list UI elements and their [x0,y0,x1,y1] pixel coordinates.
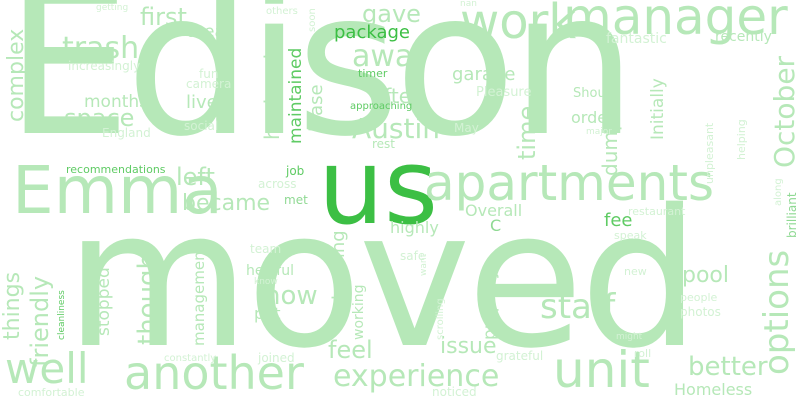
word-comfortable: comfortable [18,386,85,399]
word-manager: manager [563,0,788,46]
word-fantastic: fantastic [606,31,667,47]
word-became: became [182,191,271,216]
word-fee: fee [604,210,633,231]
word-pool: pool [682,263,729,288]
word-put: put [254,304,281,323]
word-better: better [688,352,768,382]
word-training: training [328,230,349,300]
word-c: C [490,216,502,235]
word-away: away [352,39,432,74]
word-people: people [680,291,718,304]
word-months: months [84,92,149,112]
word-often: often [372,84,424,108]
word-helpful: helpful [246,263,294,279]
word-team: team [250,242,282,256]
word-husband: husband [260,53,284,140]
word-grateful: grateful [496,349,544,363]
word-rest: rest [372,137,396,151]
word-constantly: constantly [164,353,217,364]
word-working: working [351,284,367,340]
word-speak: speak [614,229,647,242]
word-soon: soon [307,8,318,32]
word-joined: joined [258,351,295,365]
word-another: another [124,346,304,400]
word-across: across [258,177,297,191]
word-work: work [460,0,577,50]
word-brilliant: brilliant [785,192,799,238]
word-apartments: apartments [424,154,714,212]
word-recently: recently [715,29,772,45]
word-camera: camera [186,77,232,91]
word-though: though [133,252,163,345]
word-moved: moved [65,169,700,390]
word-met: met [284,193,308,207]
word-england: England [102,126,151,140]
word-scrolling: scrolling [435,298,446,340]
word-gave: gave [362,0,421,28]
word-noticed: noticed [432,385,477,399]
word-timer: timer [358,67,388,80]
word-edison: Edison [5,0,637,181]
word-management: management [190,245,208,346]
word-helping: helping [735,119,748,160]
word-unpleasant: unpleasant [703,122,716,184]
word-restaurant: restaurant [628,205,686,218]
word-experience: experience [333,359,500,394]
word-complex: complex [4,28,29,122]
word-emma: Emma [12,152,223,229]
word-things: things [0,271,25,340]
word-well: well [5,344,89,393]
word-recommendations: recommendations [66,163,166,176]
word-time: time [513,105,541,160]
word-austin: Austin [352,112,440,145]
word-photos: photos [680,305,721,319]
word-live: live [186,92,218,113]
word-increasingly: increasingly [68,59,141,73]
word-october: October [768,55,800,168]
word-social: social [184,119,219,133]
word-know: know [254,277,278,287]
word-new: new [624,265,647,278]
word-may: May [454,121,479,135]
word-roll: roll [634,347,652,360]
word-package: package [334,22,410,43]
word-first: first [140,3,187,31]
word-properly: properly [480,269,500,340]
word-overall: Overall [465,201,523,220]
word-order: order [571,108,614,127]
word-staff: staff [540,287,616,327]
word-job: job [286,164,305,178]
word-might: might [616,332,643,342]
word-feel: feel [328,336,373,364]
word-pleasure: Pleasure [476,85,532,100]
word-us: us [318,126,439,248]
word-nan: nan [460,0,477,9]
word-shout: Shout [573,86,611,101]
word-friendly: friendly [26,275,54,367]
word-fun: fun [199,67,219,81]
word-stopped: stopped [94,267,114,336]
word-highly: highly [390,218,439,237]
word-garage: garage [452,64,516,85]
word-issue: issue [440,334,497,359]
word-homeless: Homeless [674,380,753,399]
word-lease: lease [306,84,327,132]
word-left: left [176,163,215,191]
word-initially: Initially [648,78,668,140]
word-area: area [187,22,225,42]
word-maintained: maintained [286,47,306,144]
word-getting: getting [96,3,129,13]
word-unit: unit [553,341,650,399]
word-approaching: approaching [350,101,413,112]
word-along: along [773,178,784,206]
word-cleanliness: cleanliness [57,290,67,340]
word-trash: trash [62,31,140,66]
word-others: others [266,6,298,17]
word-safe: safe [400,249,426,263]
word-space: space [64,104,135,132]
word-now: now [264,281,318,311]
word-major: major [586,127,612,137]
